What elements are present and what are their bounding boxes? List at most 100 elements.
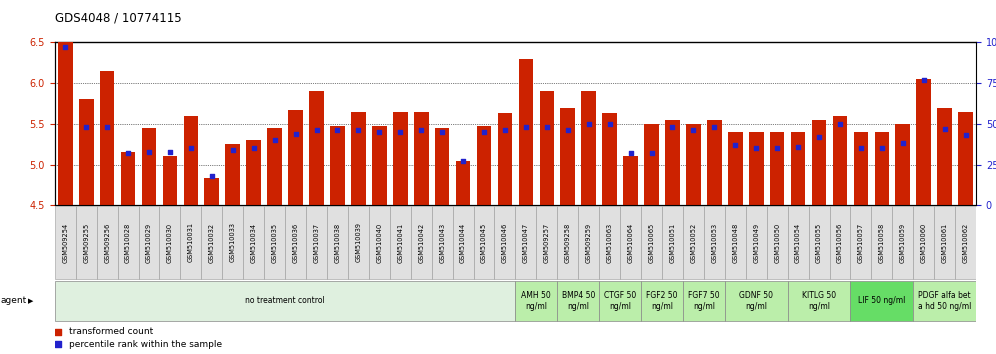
Bar — [519, 59, 533, 205]
Bar — [162, 156, 177, 205]
Text: GSM510035: GSM510035 — [272, 222, 278, 263]
Bar — [414, 112, 428, 205]
FancyBboxPatch shape — [138, 206, 159, 279]
Text: GSM510047: GSM510047 — [523, 222, 529, 263]
Text: GSM510051: GSM510051 — [669, 222, 675, 263]
Text: GSM510046: GSM510046 — [502, 222, 508, 263]
Point — [253, 166, 269, 172]
FancyBboxPatch shape — [516, 280, 558, 321]
Point — [957, 132, 973, 138]
Point — [560, 127, 576, 133]
FancyBboxPatch shape — [243, 206, 264, 279]
Point — [413, 127, 429, 133]
FancyBboxPatch shape — [725, 280, 788, 321]
Text: GSM510038: GSM510038 — [335, 222, 341, 263]
Text: BMP4 50
ng/ml: BMP4 50 ng/ml — [562, 291, 595, 310]
Point — [769, 145, 785, 151]
Bar — [267, 128, 282, 205]
Text: AMH 50
ng/ml: AMH 50 ng/ml — [522, 291, 551, 310]
Point — [873, 145, 889, 151]
FancyBboxPatch shape — [389, 206, 410, 279]
FancyBboxPatch shape — [348, 206, 369, 279]
Point — [225, 147, 241, 153]
Text: GSM510031: GSM510031 — [188, 223, 194, 262]
FancyBboxPatch shape — [788, 280, 851, 321]
Text: CTGF 50
ng/ml: CTGF 50 ng/ml — [604, 291, 636, 310]
FancyBboxPatch shape — [159, 206, 180, 279]
Point — [622, 150, 638, 156]
Text: percentile rank within the sample: percentile rank within the sample — [69, 340, 222, 349]
Point — [309, 127, 325, 133]
FancyBboxPatch shape — [201, 206, 222, 279]
Bar — [351, 112, 366, 205]
FancyBboxPatch shape — [641, 280, 683, 321]
Bar — [623, 156, 637, 205]
Text: ▶: ▶ — [28, 298, 33, 304]
Text: GSM509258: GSM509258 — [565, 222, 571, 263]
FancyBboxPatch shape — [955, 206, 976, 279]
Bar — [330, 126, 345, 205]
FancyBboxPatch shape — [704, 206, 725, 279]
Text: GSM510050: GSM510050 — [774, 222, 780, 263]
Point — [204, 173, 220, 179]
Bar — [749, 132, 764, 205]
Bar — [309, 91, 324, 205]
FancyBboxPatch shape — [306, 206, 327, 279]
Point — [267, 137, 283, 143]
Bar — [393, 112, 407, 205]
FancyBboxPatch shape — [431, 206, 452, 279]
FancyBboxPatch shape — [767, 206, 788, 279]
Point — [141, 149, 157, 154]
Point — [351, 127, 367, 133]
FancyBboxPatch shape — [746, 206, 767, 279]
FancyBboxPatch shape — [934, 206, 955, 279]
Point — [100, 124, 116, 130]
FancyBboxPatch shape — [222, 206, 243, 279]
FancyBboxPatch shape — [621, 206, 641, 279]
Point — [832, 121, 848, 127]
Text: LIF 50 ng/ml: LIF 50 ng/ml — [859, 296, 905, 306]
FancyBboxPatch shape — [369, 206, 389, 279]
Text: GSM510028: GSM510028 — [125, 222, 131, 263]
FancyBboxPatch shape — [537, 206, 558, 279]
Bar — [895, 124, 910, 205]
Text: GSM510037: GSM510037 — [314, 222, 320, 263]
Text: GSM510036: GSM510036 — [293, 222, 299, 263]
Bar — [644, 124, 659, 205]
Bar — [141, 128, 156, 205]
FancyBboxPatch shape — [264, 206, 285, 279]
Point — [330, 127, 346, 133]
Point — [664, 124, 680, 130]
Point — [811, 134, 827, 140]
Point — [853, 145, 869, 151]
Text: GSM510059: GSM510059 — [899, 222, 905, 263]
Text: GSM510065: GSM510065 — [648, 222, 654, 263]
Text: GSM510039: GSM510039 — [356, 223, 362, 262]
FancyBboxPatch shape — [473, 206, 494, 279]
Text: GSM510053: GSM510053 — [711, 222, 717, 263]
Point — [936, 126, 952, 132]
Point — [183, 145, 199, 151]
Text: GSM510048: GSM510048 — [732, 222, 738, 263]
Point — [643, 150, 659, 156]
Bar — [225, 144, 240, 205]
FancyBboxPatch shape — [913, 280, 976, 321]
Bar — [435, 128, 449, 205]
FancyBboxPatch shape — [55, 280, 516, 321]
Point — [602, 121, 618, 127]
Text: GSM510063: GSM510063 — [607, 222, 613, 263]
FancyBboxPatch shape — [830, 206, 851, 279]
Point — [392, 129, 408, 135]
Text: KITLG 50
ng/ml: KITLG 50 ng/ml — [802, 291, 836, 310]
Bar — [812, 120, 827, 205]
Text: GSM509259: GSM509259 — [586, 222, 592, 263]
Text: PDGF alfa bet
a hd 50 ng/ml: PDGF alfa bet a hd 50 ng/ml — [918, 291, 971, 310]
FancyBboxPatch shape — [579, 206, 600, 279]
Point — [706, 124, 722, 130]
FancyBboxPatch shape — [683, 206, 704, 279]
Point — [539, 124, 555, 130]
Bar — [686, 124, 701, 205]
FancyBboxPatch shape — [788, 206, 809, 279]
Text: GSM510056: GSM510056 — [837, 222, 843, 263]
Text: GSM510054: GSM510054 — [795, 222, 801, 263]
